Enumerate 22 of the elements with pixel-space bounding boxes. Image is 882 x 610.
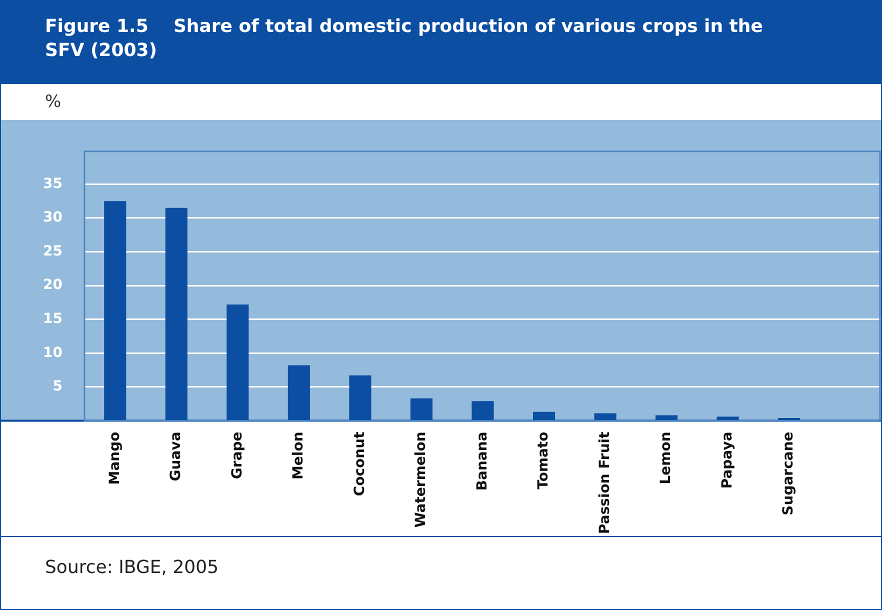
x-tick-label: Lemon (658, 432, 674, 484)
x-tick-label: Sugarcane (780, 432, 797, 516)
y-tick-label: 35 (43, 176, 62, 192)
x-tick-label: Melon (290, 432, 307, 480)
y-tick-label: 30 (43, 210, 63, 226)
chart-title: Figure 1.5 Share of total domestic production of various crops in the SFV (2003) (1, 1, 881, 83)
y-axis-title: % (1, 83, 881, 120)
source-note: Source: IBGE, 2005 (45, 557, 219, 578)
y-tick-label: 10 (43, 344, 63, 361)
y-tick-label: 25 (43, 243, 62, 260)
y-tick-label: 5 (52, 378, 62, 395)
x-tick-label: Banana (474, 432, 490, 491)
x-tick-label: Mango (106, 431, 123, 485)
y-tick-label: 15 (43, 310, 62, 327)
x-tick-label: Grape (229, 432, 246, 480)
x-tick-label: Papaya (719, 432, 736, 489)
x-tick-label: Passion Fruit (596, 431, 613, 534)
x-tick-label: Tomato (536, 431, 552, 490)
x-tick-label: Guava (168, 432, 184, 482)
x-tick-label: Coconut (352, 431, 368, 496)
x-tick-label: Watermelon (413, 432, 430, 528)
y-tick-label: 20 (43, 277, 63, 294)
